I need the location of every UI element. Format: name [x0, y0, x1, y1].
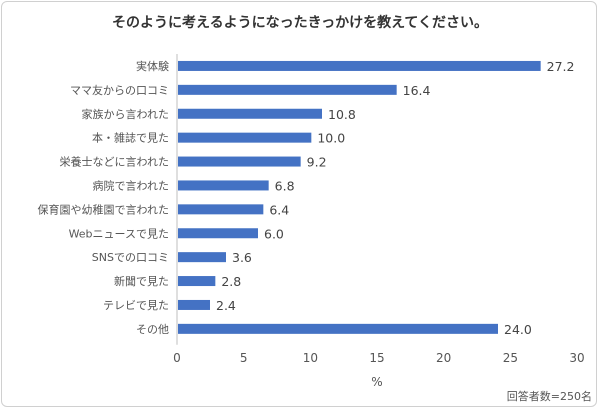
data-label: 6.8: [275, 178, 295, 193]
category-label: 本・雑誌で見た: [92, 131, 169, 145]
data-label: 27.2: [547, 59, 575, 74]
x-tick-label: 30: [569, 351, 584, 365]
data-label: 2.8: [221, 274, 241, 289]
x-tick-label: 10: [303, 351, 318, 365]
bar: [178, 204, 264, 215]
data-label: 10.8: [328, 107, 356, 122]
bar: [178, 108, 322, 119]
x-tick-label: 15: [369, 351, 384, 365]
bar: [178, 323, 498, 334]
category-label: SNSでの口コミ: [92, 251, 169, 264]
x-tick-label: 5: [240, 351, 248, 365]
category-label: Webニュースで見た: [69, 227, 169, 240]
data-label: 6.0: [264, 226, 284, 241]
category-label: 新聞で見た: [114, 274, 169, 288]
data-label: 3.6: [232, 250, 252, 265]
category-label: 実体験: [136, 59, 169, 73]
data-label: 24.0: [504, 322, 532, 337]
bar: [178, 228, 258, 239]
category-label: 保育園や幼稚園で言われた: [38, 202, 169, 216]
respondent-note: 回答者数=250名: [507, 389, 592, 403]
bar: [178, 252, 226, 263]
bar: [178, 276, 216, 287]
x-tick-label: 25: [503, 351, 518, 365]
x-tick-label: 20: [436, 351, 451, 365]
bar: [178, 299, 210, 310]
bar: [178, 60, 541, 71]
data-label: 6.4: [269, 202, 289, 217]
category-label: 家族から言われた: [82, 107, 169, 121]
bar: [178, 132, 312, 143]
category-label: 栄養士などに言われた: [60, 155, 169, 169]
category-label: テレビで見た: [103, 299, 169, 312]
category-label: ママ友からの口コミ: [70, 83, 169, 97]
data-label: 2.4: [216, 298, 236, 313]
data-label: 16.4: [403, 83, 431, 98]
chart-title: そのように考えるようになったきっかけを教えてください。: [112, 14, 488, 31]
category-label: 病院で言われた: [93, 178, 169, 192]
category-label: その他: [136, 323, 169, 336]
x-tick-label: 0: [173, 351, 181, 365]
x-axis-label: %: [371, 375, 382, 389]
data-label: 10.0: [317, 131, 345, 146]
bar: [178, 156, 301, 167]
bar: [178, 84, 397, 95]
data-label: 9.2: [307, 155, 327, 170]
bar: [178, 180, 269, 191]
